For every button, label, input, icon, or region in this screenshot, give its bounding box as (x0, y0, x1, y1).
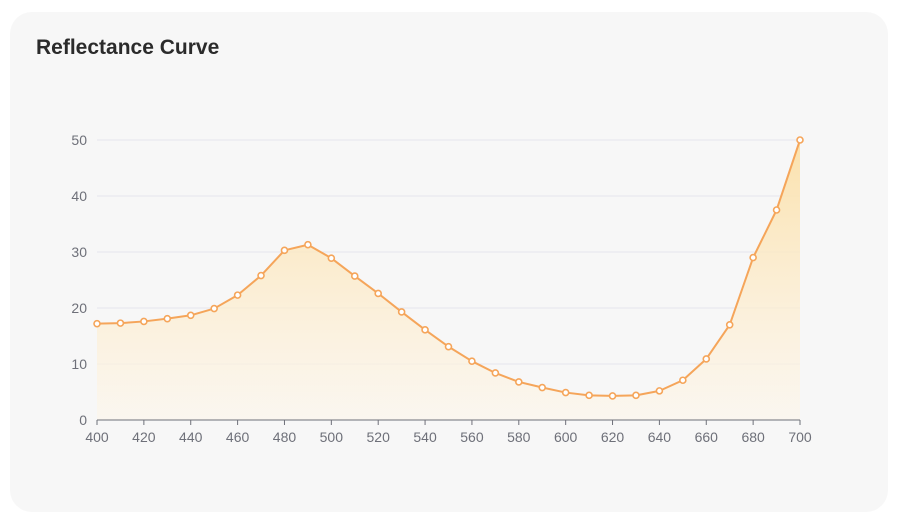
y-tick-label-0: 0 (79, 412, 87, 428)
axes (96, 419, 801, 425)
data-point-490 (304, 240, 312, 249)
data-points (93, 136, 804, 400)
data-point-620 (608, 392, 617, 400)
data-point-410 (116, 319, 125, 327)
data-point-440 (186, 311, 195, 320)
x-tick-label-560: 560 (460, 429, 484, 445)
data-point-460 (233, 291, 242, 299)
y-tick-label-50: 50 (71, 132, 87, 148)
x-tick-label-620: 620 (601, 429, 625, 445)
data-point-560 (468, 357, 476, 366)
data-point-480 (280, 246, 289, 255)
x-tick-label-420: 420 (132, 429, 156, 445)
x-tick-label-480: 480 (273, 429, 297, 445)
area-fill (97, 140, 800, 420)
x-tick-label-580: 580 (507, 429, 531, 445)
y-tick-label-40: 40 (71, 188, 87, 204)
data-point-670 (725, 320, 734, 329)
data-point-600 (561, 388, 570, 397)
data-point-590 (538, 383, 547, 392)
x-tick-label-600: 600 (554, 429, 578, 445)
x-tick-label-700: 700 (788, 429, 812, 445)
data-point-540 (421, 326, 429, 334)
y-tick-label-30: 30 (71, 244, 87, 260)
chart-card: Reflectance Curve (10, 12, 888, 512)
x-tick-label-520: 520 (367, 429, 391, 445)
x-tick-labels: 400 420 440 460 480 500 520 540 560 580 600 620 640 6… (85, 429, 812, 445)
data-point-470 (257, 271, 265, 280)
x-tick-label-440: 440 (179, 429, 203, 445)
data-point-580 (514, 378, 523, 386)
data-point-570 (491, 369, 500, 377)
x-tick-label-640: 640 (648, 429, 672, 445)
data-point-700 (796, 136, 804, 144)
data-point-650 (679, 376, 687, 385)
x-tick-label-400: 400 (85, 429, 109, 445)
data-point-510 (350, 272, 359, 280)
data-point-550 (444, 342, 453, 351)
x-tick-label-680: 680 (741, 429, 765, 445)
data-point-610 (585, 391, 593, 400)
data-point-640 (655, 387, 664, 395)
chart-title: Reflectance Curve (36, 36, 220, 59)
data-point-520 (374, 289, 383, 298)
data-point-630 (632, 391, 640, 400)
x-tick-label-660: 660 (695, 429, 719, 445)
data-point-660 (702, 355, 711, 363)
y-tick-label-10: 10 (71, 356, 87, 372)
data-point-450 (210, 304, 218, 313)
x-tick-label-500: 500 (320, 429, 344, 445)
series-area (97, 140, 800, 420)
y-tick-labels: 0 10 20 30 40 50 (71, 132, 87, 428)
y-tick-label-20: 20 (71, 300, 87, 316)
data-point-500 (327, 254, 336, 262)
x-tick-label-540: 540 (413, 429, 437, 445)
data-point-530 (397, 308, 406, 316)
x-tick-label-460: 460 (226, 429, 250, 445)
data-point-690 (772, 206, 781, 214)
data-point-400 (93, 319, 101, 328)
data-point-680 (749, 253, 757, 262)
data-point-420 (140, 317, 148, 326)
data-point-430 (163, 314, 172, 323)
